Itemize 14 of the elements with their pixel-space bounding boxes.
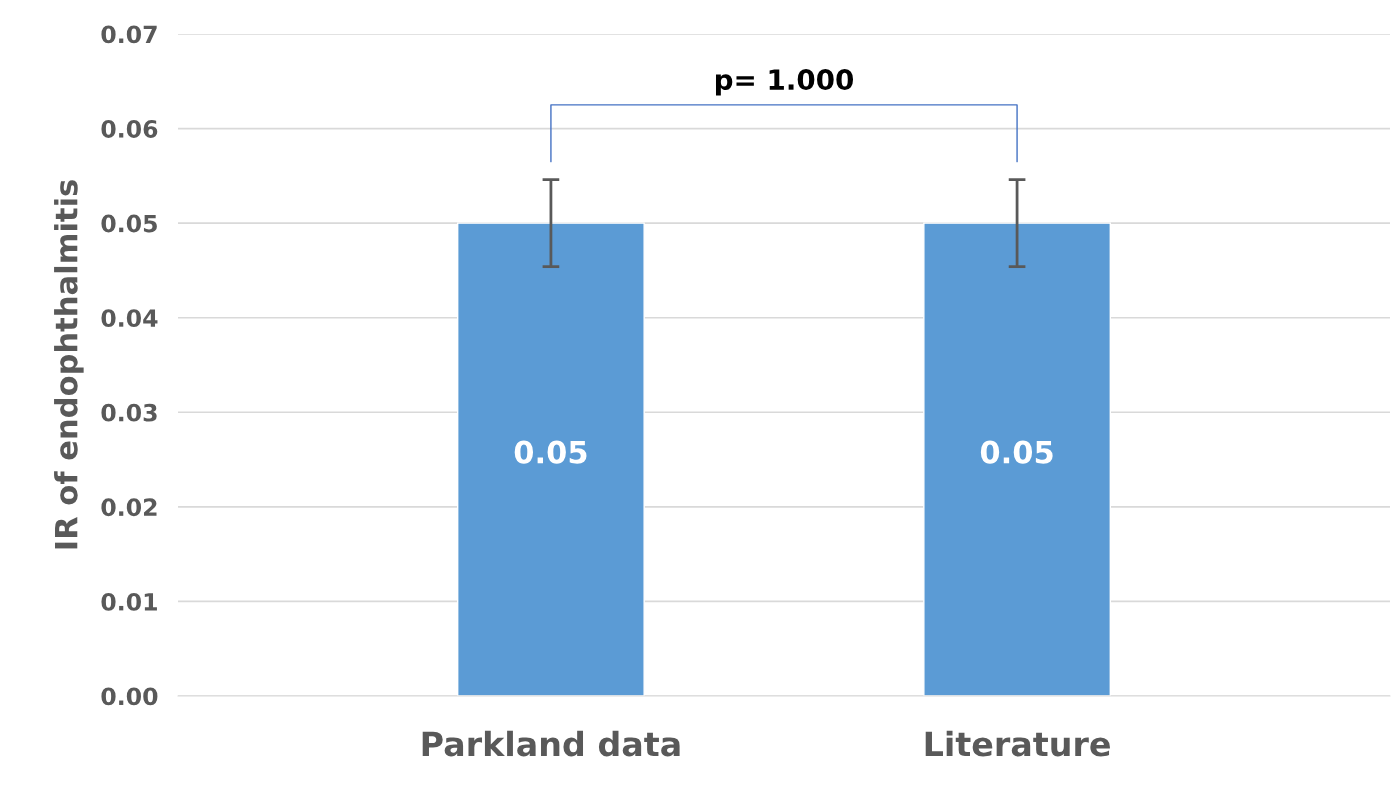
y-tick-label: 0.06 xyxy=(101,120,158,138)
y-tick-label: 0.00 xyxy=(101,687,158,706)
y-tick-label: 0.02 xyxy=(101,498,157,517)
x-tick-label: Parkland data xyxy=(422,730,680,757)
y-tick-label: 0.03 xyxy=(101,403,157,422)
y-tick-label: 0.05 xyxy=(101,214,157,233)
data-label: 0.05 xyxy=(514,440,587,464)
data-label: 0.05 xyxy=(980,440,1053,464)
y-tick-label: 0.04 xyxy=(101,309,158,328)
y-axis-title: IR of endophthalmitis xyxy=(54,180,84,549)
x-tick-label: Literature xyxy=(925,730,1110,757)
y-tick-label: 0.01 xyxy=(101,592,157,611)
annotation: p= 1.000 xyxy=(715,69,854,96)
y-tick-label: 0.07 xyxy=(101,25,157,44)
